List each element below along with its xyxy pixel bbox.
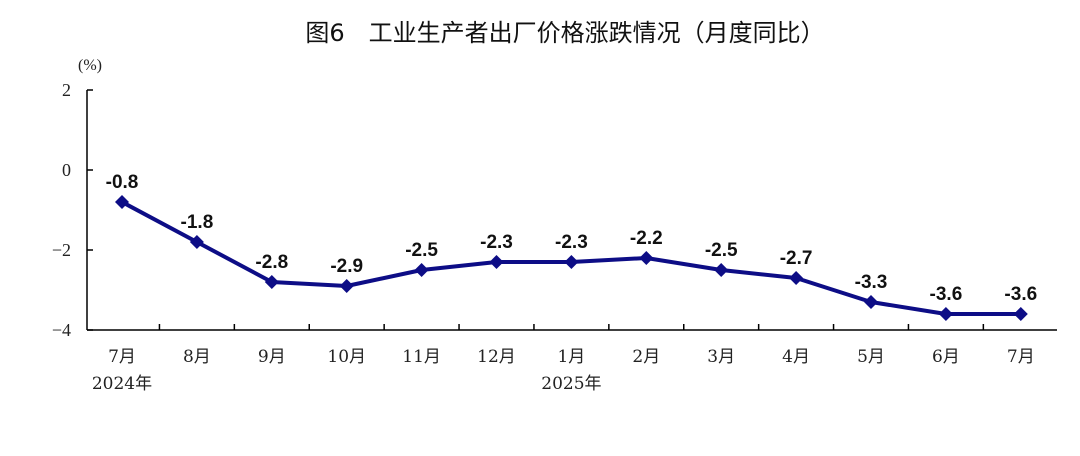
data-label: -1.8 (181, 212, 214, 233)
data-point (564, 255, 579, 269)
data-point (938, 307, 953, 321)
data-label: -2.9 (330, 256, 363, 277)
data-label: -3.6 (1004, 284, 1037, 305)
data-point (489, 255, 504, 269)
data-label: -3.3 (855, 272, 888, 293)
data-point (339, 279, 354, 293)
data-point (189, 235, 204, 249)
y-axis-ticks: 2 0 −2 −4 (52, 80, 93, 340)
y-tick-label: 2 (62, 80, 71, 100)
data-point (1013, 307, 1028, 321)
x-axis-ticks: 7月 8月 9月 10月 11月 12月 1月 2月 3月 4月 5月 6月 7月 2024年 2025年 (92, 324, 1035, 394)
data-label: -0.8 (106, 172, 139, 193)
x-tick-label: 9月 (258, 347, 286, 367)
data-label: -2.8 (255, 252, 288, 273)
data-label: -3.6 (930, 284, 963, 305)
y-tick-label: −2 (52, 240, 71, 260)
data-point (714, 263, 729, 277)
x-tick-label: 1月 (557, 347, 585, 367)
data-label: -2.3 (480, 232, 513, 253)
data-label: -2.5 (405, 240, 438, 261)
data-label: -2.7 (780, 248, 813, 269)
axes (86, 90, 1057, 331)
x-tick-label: 4月 (782, 347, 810, 367)
x-tick-label: 8月 (183, 347, 211, 367)
x-tick-label: 7月 (108, 347, 136, 367)
x-tick-label: 6月 (932, 347, 960, 367)
x-tick-label: 12月 (477, 347, 516, 367)
x-tick-label: 2月 (632, 347, 660, 367)
x-tick-label: 3月 (707, 347, 735, 367)
data-point (115, 195, 129, 209)
y-tick-label: 0 (62, 160, 71, 180)
chart-title: 图6 工业生产者出厂价格涨跌情况（月度同比） (305, 19, 824, 47)
x-tick-label: 10月 (327, 347, 366, 367)
series-markers (115, 195, 1028, 321)
data-label: -2.3 (555, 232, 588, 253)
x-year-label: 2025年 (541, 374, 601, 394)
data-labels: -0.8 -1.8 -2.8 -2.9 -2.5 -2.3 -2.3 -2.2 -2.5 -2.7… (106, 172, 1038, 305)
x-year-label: 2024年 (92, 374, 152, 394)
data-label: -2.2 (630, 228, 663, 249)
data-label: -2.5 (705, 240, 738, 261)
x-tick-label: 11月 (402, 347, 441, 367)
y-unit-label: (%) (78, 57, 102, 74)
y-tick-label: −4 (52, 320, 71, 340)
data-point (864, 295, 878, 309)
x-tick-label: 5月 (857, 347, 885, 367)
x-tick-label: 7月 (1007, 347, 1035, 367)
data-point (264, 275, 279, 289)
data-point (414, 263, 429, 277)
data-point (789, 271, 804, 285)
data-point (639, 251, 654, 265)
